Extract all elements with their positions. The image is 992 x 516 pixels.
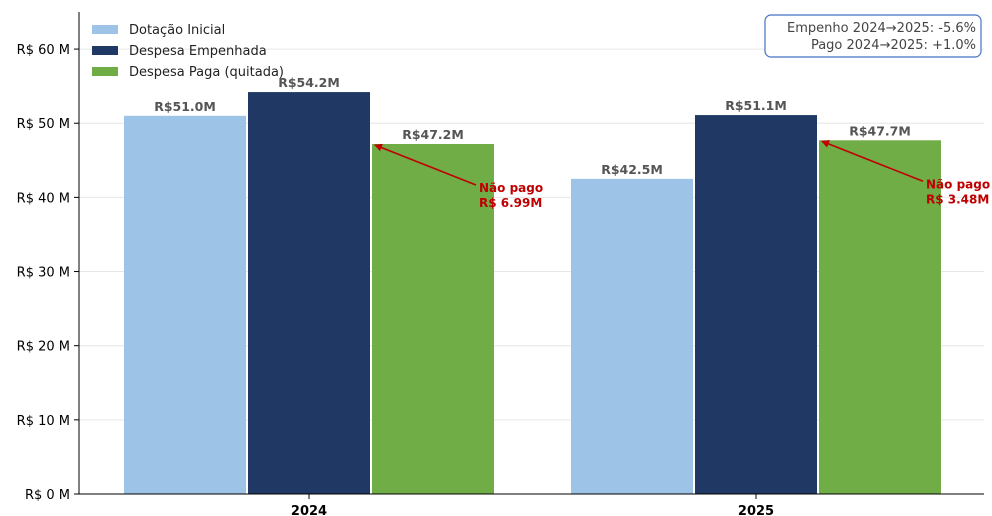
legend-label: Dotação Inicial [129,23,225,38]
y-tick-label: R$ 40 M [17,191,70,206]
x-tick-label: 2025 [738,504,774,516]
bar [124,115,246,495]
annotation-arrow [374,143,477,186]
bar-value-label: R$51.1M [725,98,787,113]
y-tick-label: R$ 50 M [17,117,70,132]
summary-box-frame [764,14,982,58]
bar [571,178,693,494]
annotation-line-2: R$ 6.99M [479,196,542,210]
bar [695,115,817,494]
bar-value-label: R$54.2M [278,75,340,90]
y-tick-label: R$ 10 M [17,414,70,429]
legend: Dotação Inicial Despesa Empenhada Despesa … [92,23,284,80]
value-labels: R$51.0M R$54.2M R$47.2M R$42.5M R$51.1M R$47.… [154,75,911,177]
legend-swatch [92,46,118,55]
legend-label: Despesa Empenhada [129,44,267,59]
bar-value-label: R$47.7M [849,123,911,138]
legend-label: Despesa Paga (quitada) [129,65,284,80]
bar-value-label: R$47.2M [402,127,464,142]
y-tick-label: R$ 0 M [25,488,70,503]
legend-swatch [92,25,118,34]
bar [819,140,941,495]
y-tick-label: R$ 60 M [17,43,70,58]
bars [124,92,941,495]
legend-swatch [92,67,118,76]
bar-value-label: R$42.5M [601,162,663,177]
x-tick-label: 2024 [291,504,327,516]
annotation-line-1: Não pago [479,181,543,195]
bar [372,143,494,495]
annotation-line-2: R$ 3.48M [926,192,989,206]
summary-box: Empenho 2024→2025: -5.6% Pago 2024→2025:… [764,14,982,58]
bar [248,92,370,494]
y-tick-label: R$ 20 M [17,340,70,355]
annotation-arrow [821,140,924,183]
axes [78,12,984,495]
bar-value-label: R$51.0M [154,99,216,114]
annotation-line-1: Não pago [926,177,990,191]
summary-line-2: Pago 2024→2025: +1.0% [811,38,976,53]
tick-labels: R$ 0 M R$ 10 M R$ 20 M R$ 30 M R$ 40 M R$ 50 … [17,43,774,516]
summary-line-1: Empenho 2024→2025: -5.6% [787,21,976,36]
y-tick-label: R$ 30 M [17,266,70,281]
